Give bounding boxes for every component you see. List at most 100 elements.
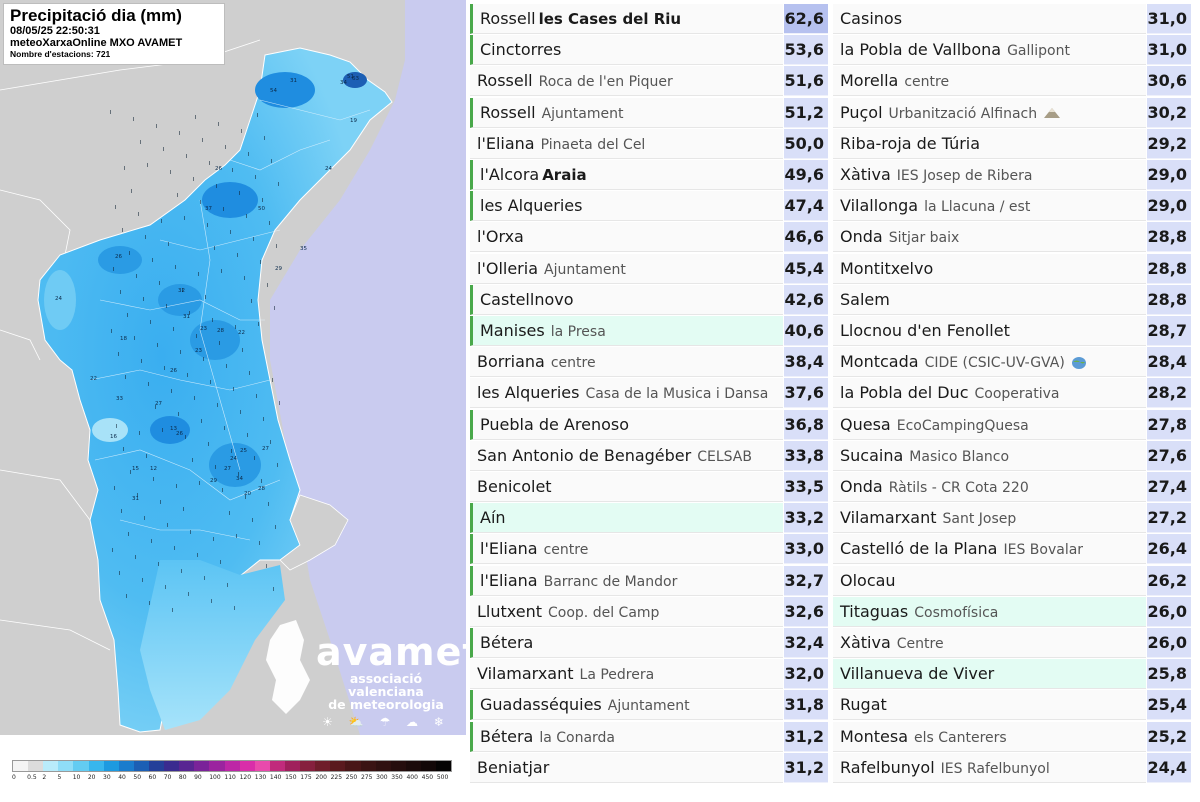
station-ranking-row[interactable]: Bétera la Conarda 31,2 — [470, 721, 830, 752]
station-ranking-row[interactable]: Salem 28,8 — [833, 284, 1193, 315]
station-ranking-row[interactable]: San Antonio de Benagéber CELSAB 33,8 — [470, 440, 830, 471]
station-ranking-row[interactable]: Llocnou d'en Fenollet 28,7 — [833, 316, 1193, 346]
station-name: Onda — [840, 227, 883, 247]
station-value: 23 — [200, 326, 207, 332]
station-value: 29 — [210, 478, 217, 484]
station-ranking-row[interactable]: Beniatjar 31,2 — [470, 752, 830, 783]
station-ranking-row[interactable]: Onda Ràtils - CR Cota 220 27,4 — [833, 472, 1193, 502]
precipitation-value: 40,6 — [784, 316, 828, 346]
station-ranking-row[interactable]: Vilallonga la Llacuna / est 29,0 — [833, 191, 1193, 222]
station-marker — [270, 440, 271, 444]
legend-swatch — [345, 761, 361, 771]
station-marker — [182, 288, 183, 292]
station-marker — [140, 140, 141, 144]
legend-label: 175 — [300, 774, 312, 781]
station-location: IES Rafelbunyol — [940, 760, 1050, 777]
station-ranking-row[interactable]: l'Orxa 46,6 — [470, 222, 830, 253]
station-marker — [133, 117, 134, 121]
station-marker — [139, 431, 140, 435]
station-location: la Presa — [550, 324, 606, 340]
station-ranking-row[interactable]: Llutxent Coop. del Camp 32,6 — [470, 596, 830, 627]
station-ranking-row[interactable]: Puçol Urbanització Alfinach 30,2 — [833, 97, 1193, 128]
station-ranking-row[interactable]: Montcada CIDE (CSIC-UV-GVA) 28,4 — [833, 347, 1193, 378]
legend-label: 250 — [345, 774, 358, 781]
station-ranking-row[interactable]: Titaguas Cosmofísica 26,0 — [833, 596, 1193, 627]
station-marker — [187, 373, 188, 377]
station-value: 20 — [244, 491, 251, 497]
station-ranking-row[interactable]: Aín 33,2 — [470, 503, 830, 534]
station-name-cell: Casinos — [833, 4, 1146, 34]
station-ranking-row[interactable]: Sucaina Masico Blanco 27,6 — [833, 440, 1193, 471]
station-ranking-row[interactable]: Quesa EcoCampingQuesa 27,8 — [833, 409, 1193, 440]
station-ranking-row[interactable]: Casinos 31,0 — [833, 4, 1193, 34]
legend-swatch — [103, 761, 119, 771]
station-value: 24 — [55, 296, 62, 302]
legend-label: 0 — [12, 774, 16, 781]
station-ranking-row[interactable]: les Alqueries Casa de la Musica i Dansa 37… — [470, 378, 830, 409]
precipitation-value: 24,4 — [1147, 752, 1191, 783]
station-ranking-row[interactable]: Rossell les Cases del Riu 62,6 — [470, 4, 830, 34]
station-ranking-row[interactable]: Bétera 32,4 — [470, 628, 830, 658]
station-ranking-row[interactable]: Xàtiva Centre 26,0 — [833, 628, 1193, 658]
station-name-cell: Guadasséquies Ajuntament — [470, 690, 783, 721]
station-ranking-row[interactable]: les Alqueries 47,4 — [470, 191, 830, 222]
station-name: Vilamarxant — [477, 664, 574, 684]
station-ranking-row[interactable]: Manises la Presa 40,6 — [470, 316, 830, 346]
station-ranking-row[interactable]: Borriana centre 38,4 — [470, 347, 830, 378]
station-marker — [137, 493, 138, 497]
station-ranking-row[interactable]: Riba-roja de Túria 29,2 — [833, 128, 1193, 159]
alicante-no-rain — [279, 494, 349, 571]
station-marker — [259, 541, 260, 545]
precipitation-value: 28,8 — [1147, 222, 1191, 253]
station-marker — [202, 138, 203, 142]
station-name: Rossell — [477, 71, 533, 91]
station-ranking-row[interactable]: Rossell Roca de l'en Piquer 51,6 — [470, 66, 830, 97]
precipitation-value: 27,4 — [1147, 472, 1191, 502]
station-ranking-row[interactable]: Vilamarxant Sant Josep 27,2 — [833, 503, 1193, 534]
station-ranking-row[interactable]: Villanueva de Viver 25,8 — [833, 659, 1193, 690]
station-value: 28 — [258, 486, 265, 492]
station-ranking-row[interactable]: Montesa els Canterers 25,2 — [833, 721, 1193, 752]
station-ranking-row[interactable]: Xàtiva IES Josep de Ribera 29,0 — [833, 160, 1193, 190]
station-marker — [269, 221, 270, 225]
station-name: Rossell — [480, 9, 536, 28]
station-ranking-row[interactable]: la Pobla del Duc Cooperativa 28,2 — [833, 378, 1193, 409]
station-ranking-row[interactable]: Olocau 26,2 — [833, 565, 1193, 596]
station-ranking-row[interactable]: Benicolet 33,5 — [470, 472, 830, 502]
station-ranking-row[interactable]: Castellnovo 42,6 — [470, 284, 830, 315]
station-ranking-row[interactable]: Morella centre 30,6 — [833, 66, 1193, 97]
station-ranking-row[interactable]: Castelló de la Plana IES Bovalar 26,4 — [833, 534, 1193, 565]
station-value: 27 — [224, 466, 231, 472]
station-marker — [167, 523, 168, 527]
station-ranking-row[interactable]: Vilamarxant La Pedrera 32,0 — [470, 659, 830, 690]
logo-name: avamet — [316, 630, 466, 674]
legend-swatch — [300, 761, 316, 771]
station-ranking-row[interactable]: l'Eliana Barranc de Mandor 32,7 — [470, 565, 830, 596]
station-ranking-row[interactable]: Rugat 25,4 — [833, 690, 1193, 721]
legend-label: 40 — [118, 774, 126, 781]
station-marker — [254, 456, 255, 460]
station-name: Bétera — [480, 726, 534, 746]
station-marker — [245, 495, 246, 499]
station-ranking-row[interactable]: Montitxelvo 28,8 — [833, 253, 1193, 284]
station-ranking-row[interactable]: l'Alcora Araia 49,6 — [470, 160, 830, 190]
station-ranking-row[interactable]: Rossell Ajuntament 51,2 — [470, 97, 830, 128]
station-ranking-row[interactable]: l'Eliana centre 33,0 — [470, 534, 830, 565]
station-ranking-row[interactable]: l'Eliana Pinaeta del Cel 50,0 — [470, 128, 830, 159]
station-name-cell: Salem — [833, 284, 1146, 315]
station-ranking-row[interactable]: Cinctorres 53,6 — [470, 35, 830, 66]
station-marker — [213, 537, 214, 541]
station-marker — [210, 380, 211, 384]
station-name-cell: Riba-roja de Túria — [833, 128, 1146, 159]
precipitation-value: 51,2 — [784, 97, 828, 128]
station-ranking-row[interactable]: Onda Sitjar baix 28,8 — [833, 222, 1193, 253]
station-ranking-row[interactable]: Rafelbunyol IES Rafelbunyol 24,4 — [833, 752, 1193, 783]
station-ranking-row[interactable]: l'Olleria Ajuntament 45,4 — [470, 253, 830, 284]
station-ranking-row[interactable]: Puebla de Arenoso 36,8 — [470, 409, 830, 440]
legend-label: 450 — [421, 774, 434, 781]
station-ranking-row[interactable]: Guadasséquies Ajuntament 31,8 — [470, 690, 830, 721]
station-ranking-row[interactable]: la Pobla de Vallbona Gallipont 31,0 — [833, 35, 1193, 66]
station-value: 34 — [236, 476, 243, 482]
